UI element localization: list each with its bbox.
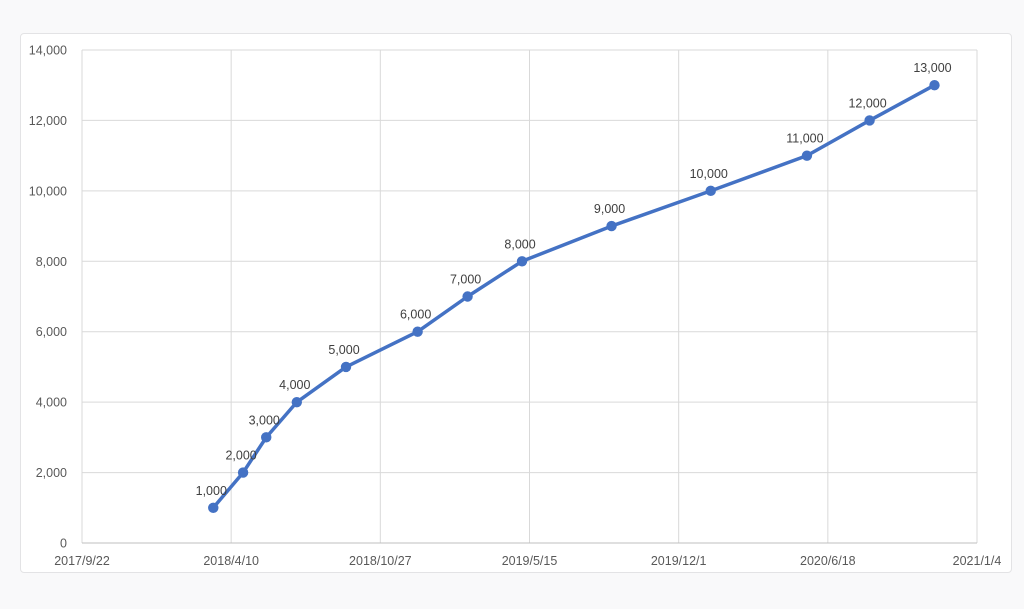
x-tick-label: 2018/10/27 [349,554,412,568]
y-tick-label: 6,000 [36,325,67,339]
data-point-marker [412,326,423,337]
x-tick-label: 2020/6/18 [800,554,856,568]
data-point-marker [291,396,302,408]
data-point-marker [261,432,272,443]
data-point-marker [864,115,875,126]
data-label: 12,000 [848,96,886,110]
data-point-marker [208,502,219,513]
y-tick-label: 2,000 [36,466,67,480]
data-label: 1,000 [196,484,227,498]
data-label: 3,000 [249,413,280,427]
y-tick-label: 10,000 [29,184,67,198]
data-point-marker [705,185,716,197]
line-chart: 1,000 2,000 3,000 4,000 5,000 6,000 7,000 8,000… [29,44,1002,569]
x-tick-label: 2018/4/10 [203,554,259,568]
chart-card: 1,000 2,000 3,000 4,000 5,000 6,000 7,000 8,000… [20,33,1012,573]
x-tick-label: 2021/1/4 [953,554,1002,568]
data-label: 9,000 [594,202,625,216]
data-label: 2,000 [225,449,256,463]
x-tick-label: 2017/9/22 [54,554,110,568]
data-label: 8,000 [504,237,535,251]
y-tick-label: 0 [60,537,67,551]
data-label: 13,000 [913,61,951,75]
data-label: 5,000 [328,343,359,357]
data-point-marker [340,361,352,373]
data-point-marker [801,150,813,161]
y-tick-label: 12,000 [29,114,67,128]
data-point-marker [516,256,528,267]
series-line [211,83,937,510]
data-label: 10,000 [690,167,728,181]
x-tick-label: 2019/12/1 [651,554,707,568]
data-label: 6,000 [400,308,431,322]
data-point-marker [237,467,249,478]
y-tick-label: 4,000 [36,396,67,410]
y-tick-label: 8,000 [36,255,67,269]
y-tick-label: 14,000 [29,44,67,58]
data-point-marker [462,291,473,302]
data-point-marker [929,80,940,91]
data-label: 11,000 [786,132,823,146]
data-label: 7,000 [450,273,481,287]
x-tick-label: 2019/5/15 [502,554,558,568]
data-point-marker [606,220,617,232]
data-label: 4,000 [279,378,310,392]
